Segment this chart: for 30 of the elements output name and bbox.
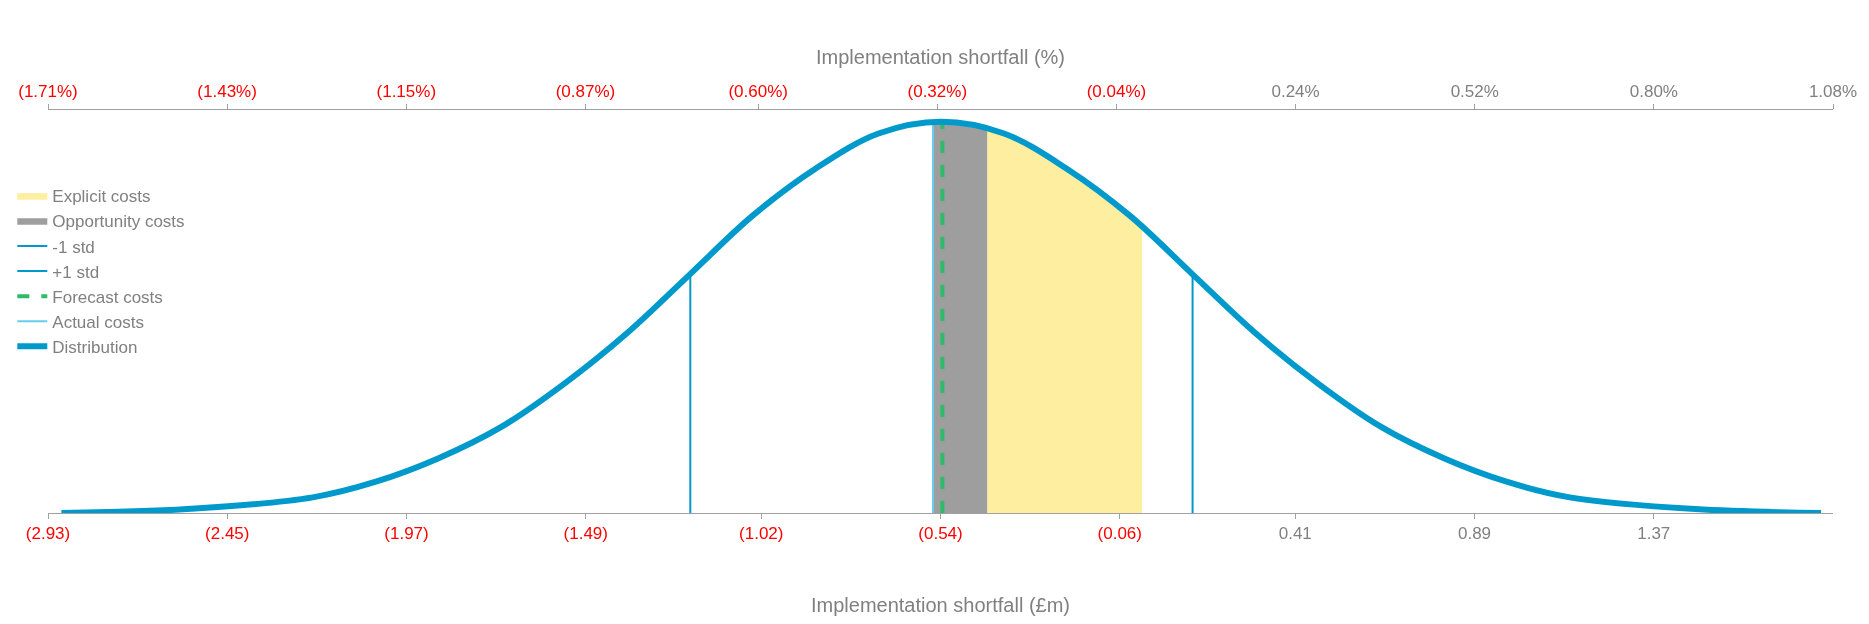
x-tick-label: (0.54) [918, 524, 963, 544]
x-tick-label: (1.02) [739, 524, 784, 544]
x2-tick-label: 1.08% [1808, 82, 1858, 102]
x2-tick-label: (0.04%) [1086, 82, 1147, 102]
x2-tick-label: 0.24% [1271, 82, 1320, 102]
x-tick-label: 1.37 [1637, 524, 1671, 544]
x-tick-label: (1.97) [384, 524, 429, 544]
x2-tick-label: (0.32%) [907, 82, 968, 102]
x2-axis-title: Implementation shortfall (%) [816, 45, 1065, 68]
x-tick-label: 0.41 [1278, 524, 1312, 544]
x-tick-label: (0.06) [1097, 524, 1142, 544]
legend-label: Distribution [52, 337, 138, 357]
x-tick-label: 0.89 [1457, 524, 1492, 544]
x-tick-label: (2.93) [25, 524, 71, 544]
x-tick-label: (1.49) [563, 524, 608, 544]
legend-label: Forecast costs [52, 287, 163, 307]
x2-tick-label: (1.71%) [18, 82, 78, 102]
legend-label: +1 std [52, 262, 100, 282]
x2-tick-label: (0.60%) [728, 82, 788, 102]
x2-tick-label: 0.80% [1629, 82, 1678, 102]
x-axis-title: Implementation shortfall (£m) [811, 593, 1070, 616]
legend-label: Opportunity costs [52, 212, 185, 232]
x2-tick-label: (1.43%) [197, 82, 257, 102]
legend-label: -1 std [52, 237, 95, 257]
legend-label: Actual costs [52, 312, 144, 332]
x2-tick-label: (1.15%) [376, 82, 437, 102]
x2-tick-label: (0.87%) [555, 82, 616, 102]
x-tick-label: (2.45) [205, 524, 250, 544]
x2-tick-label: 0.52% [1450, 82, 1499, 102]
legend-label: Explicit costs [52, 187, 151, 207]
